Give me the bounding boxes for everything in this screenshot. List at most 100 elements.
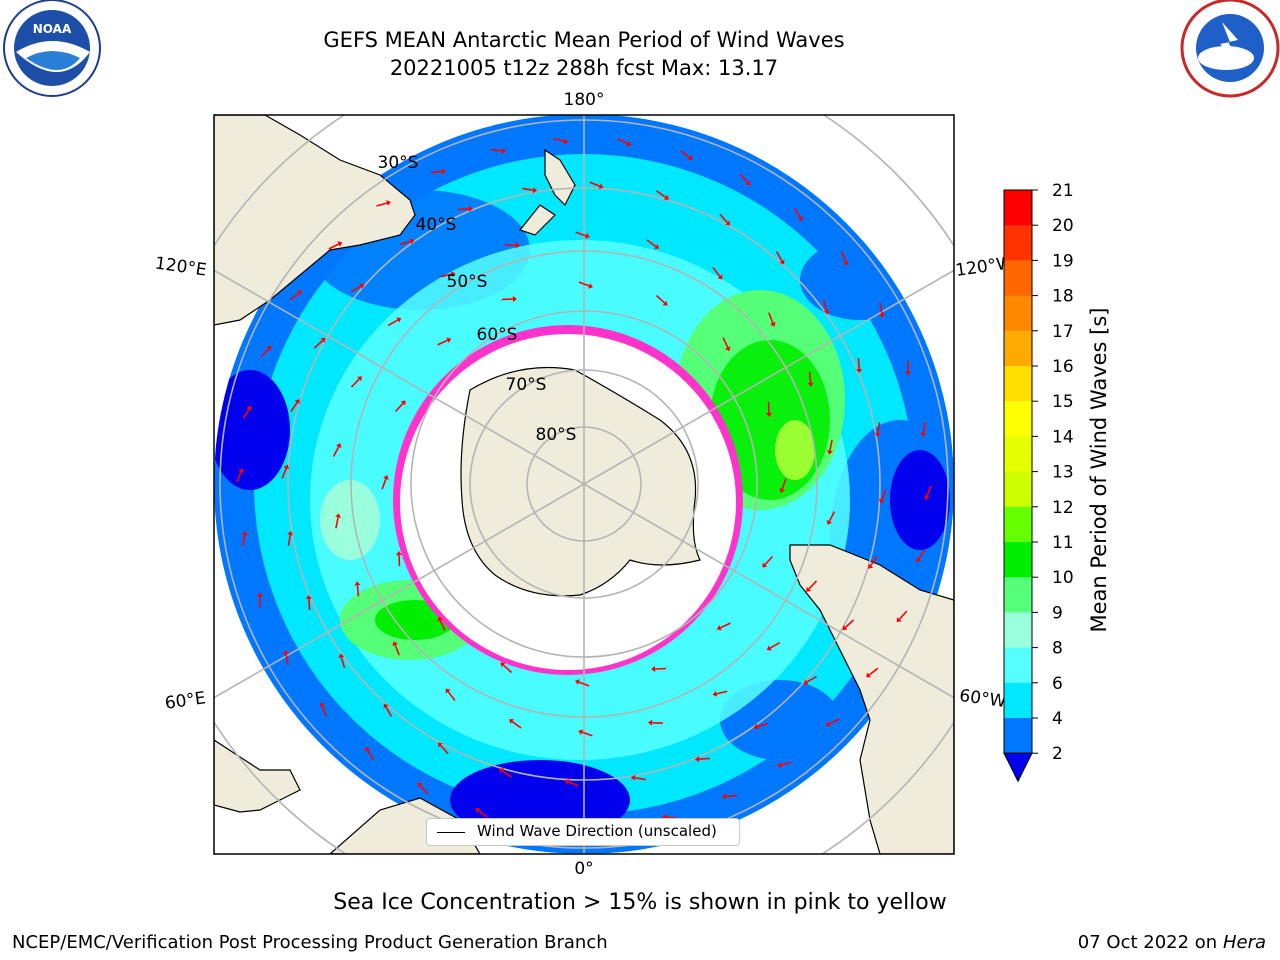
footer-host: Hera (1222, 932, 1266, 953)
wave-arrow-head (238, 468, 244, 473)
wave-arrow-head (766, 645, 772, 651)
wave-arrow-shaft (321, 705, 328, 717)
footer-date: 07 Oct 2022 on Hera (1078, 932, 1266, 953)
colorbar-bin (1004, 225, 1032, 261)
wave-arrow-head (515, 242, 520, 249)
wave-arrow-shaft (868, 667, 879, 676)
wave-arrow-shaft (840, 251, 847, 263)
noaa-logo: NOAA (3, 0, 101, 97)
colorbar-bin (1004, 471, 1032, 508)
wave-arrow-head (386, 200, 391, 206)
wave-arrow-head (468, 205, 474, 212)
wave-arrow-shaft (656, 190, 667, 198)
colorbar-bin (1004, 718, 1032, 754)
wave-arrow-shaft (511, 720, 522, 729)
colorbar-tick-label: 4 (1052, 709, 1063, 729)
map-frame (213, 114, 955, 855)
wave-arrow-head (320, 337, 326, 343)
wave-arrow-head (575, 679, 580, 685)
colorbar: 21 20 19 18 17 16 15 14 13 12 11 10 9 8 6 4 2 (1003, 181, 1074, 783)
lat-label-30s: 30°S (378, 153, 419, 173)
wave-arrow-shaft (387, 319, 399, 327)
wave-arrow-shaft (922, 421, 927, 434)
wave-arrow-head (924, 495, 930, 500)
wave-arrow-shaft (340, 657, 346, 669)
colorbar-tick-label: 19 (1052, 251, 1074, 271)
wave-arrow-shaft (366, 749, 375, 761)
wave-arrow-head (337, 241, 343, 247)
wave-arrow-shaft (385, 706, 393, 717)
wave-arrow-shaft (578, 281, 590, 287)
wave-arrow-head (359, 283, 365, 289)
wave-arrow-shaft (651, 721, 664, 725)
wave-arrow-shaft (828, 718, 840, 725)
wave-arrow-shaft (844, 619, 855, 628)
colorbar-bin (1004, 295, 1032, 332)
lat-label-70s: 70°S (506, 375, 547, 395)
wave-arrow-head (598, 183, 604, 190)
colorbar-tick-label: 20 (1052, 216, 1074, 236)
wave-arrow-shaft (567, 781, 579, 787)
wave-arrow-shaft (722, 337, 729, 348)
colorbar-bin (1004, 542, 1032, 578)
wave-arrow-shaft (725, 794, 737, 798)
lat-label-40s: 40°S (416, 215, 457, 235)
new-zealand (518, 148, 576, 236)
legend: Wind Wave Direction (unscaled) (426, 818, 740, 846)
wave-arrow-shaft (768, 312, 774, 324)
chart-subtitle: 20221005 t12z 288h fcst Max: 13.17 (389, 56, 779, 80)
wave-arrow-head (319, 702, 326, 708)
wave-arrow-head (500, 662, 506, 668)
colorbar-bin (1004, 260, 1032, 297)
wave-arrow-head (335, 443, 342, 449)
lon-label-120e: 120°E (154, 254, 208, 281)
wave-arrow-shaft (490, 149, 502, 152)
wave-arrow-shaft (926, 485, 932, 497)
wave-arrow-shaft (447, 691, 456, 701)
wave-arrow-head (450, 271, 456, 278)
colorbar-bin (1004, 612, 1032, 649)
wave-arrow-shaft (720, 622, 731, 629)
wave-arrow-shaft (440, 744, 449, 755)
wave-arrow-shaft (308, 598, 311, 611)
colorbar-bin (1004, 682, 1032, 719)
colorbar-bin (1004, 647, 1032, 684)
wave-arrow-shaft (289, 292, 300, 301)
wave-arrow-head (578, 729, 584, 735)
wave-arrow-head (856, 368, 863, 374)
wave-arrow-head (823, 309, 830, 315)
wave-arrow-head (842, 625, 848, 631)
wave-arrow-shaft (719, 213, 728, 224)
wave-arrow-head (283, 650, 289, 655)
wave-arrow-shaft (399, 240, 411, 246)
colorbar-bin (1004, 330, 1032, 367)
wave-arrow-head (356, 376, 362, 382)
wave-arrow-head (437, 616, 443, 622)
wave-arrow-head (725, 346, 731, 352)
lat-label-60s: 60°S (477, 325, 518, 345)
wave-arrow-head (400, 400, 406, 406)
wave-arrow-shaft (260, 348, 270, 358)
wave-arrow-head (874, 432, 881, 438)
wave-arrow-head (663, 194, 669, 200)
wave-arrow-shaft (419, 785, 429, 795)
wave-arrow-shaft (780, 761, 792, 766)
lat-label-50s: 50°S (447, 272, 488, 292)
wave-arrow-head (338, 653, 345, 659)
wave-arrow-head (392, 641, 398, 647)
colorbar-bin (1004, 190, 1032, 226)
colorbar-tick-label: 10 (1052, 568, 1074, 588)
wave-arrow-head (648, 719, 653, 726)
colorbar-tick-label: 8 (1052, 639, 1063, 659)
wave-arrow-shaft (351, 285, 362, 293)
wave-arrow-shaft (287, 534, 292, 546)
wave-arrow-head (354, 581, 361, 586)
wave-arrow-head (842, 260, 849, 266)
wave-arrow-shaft (241, 534, 246, 547)
wave-arrow-shaft (634, 776, 646, 781)
wave-arrow-shaft (739, 173, 749, 183)
wave-arrow-shaft (828, 511, 836, 522)
wave-arrow-head (878, 498, 885, 504)
wave-arrow-shaft (898, 610, 908, 620)
